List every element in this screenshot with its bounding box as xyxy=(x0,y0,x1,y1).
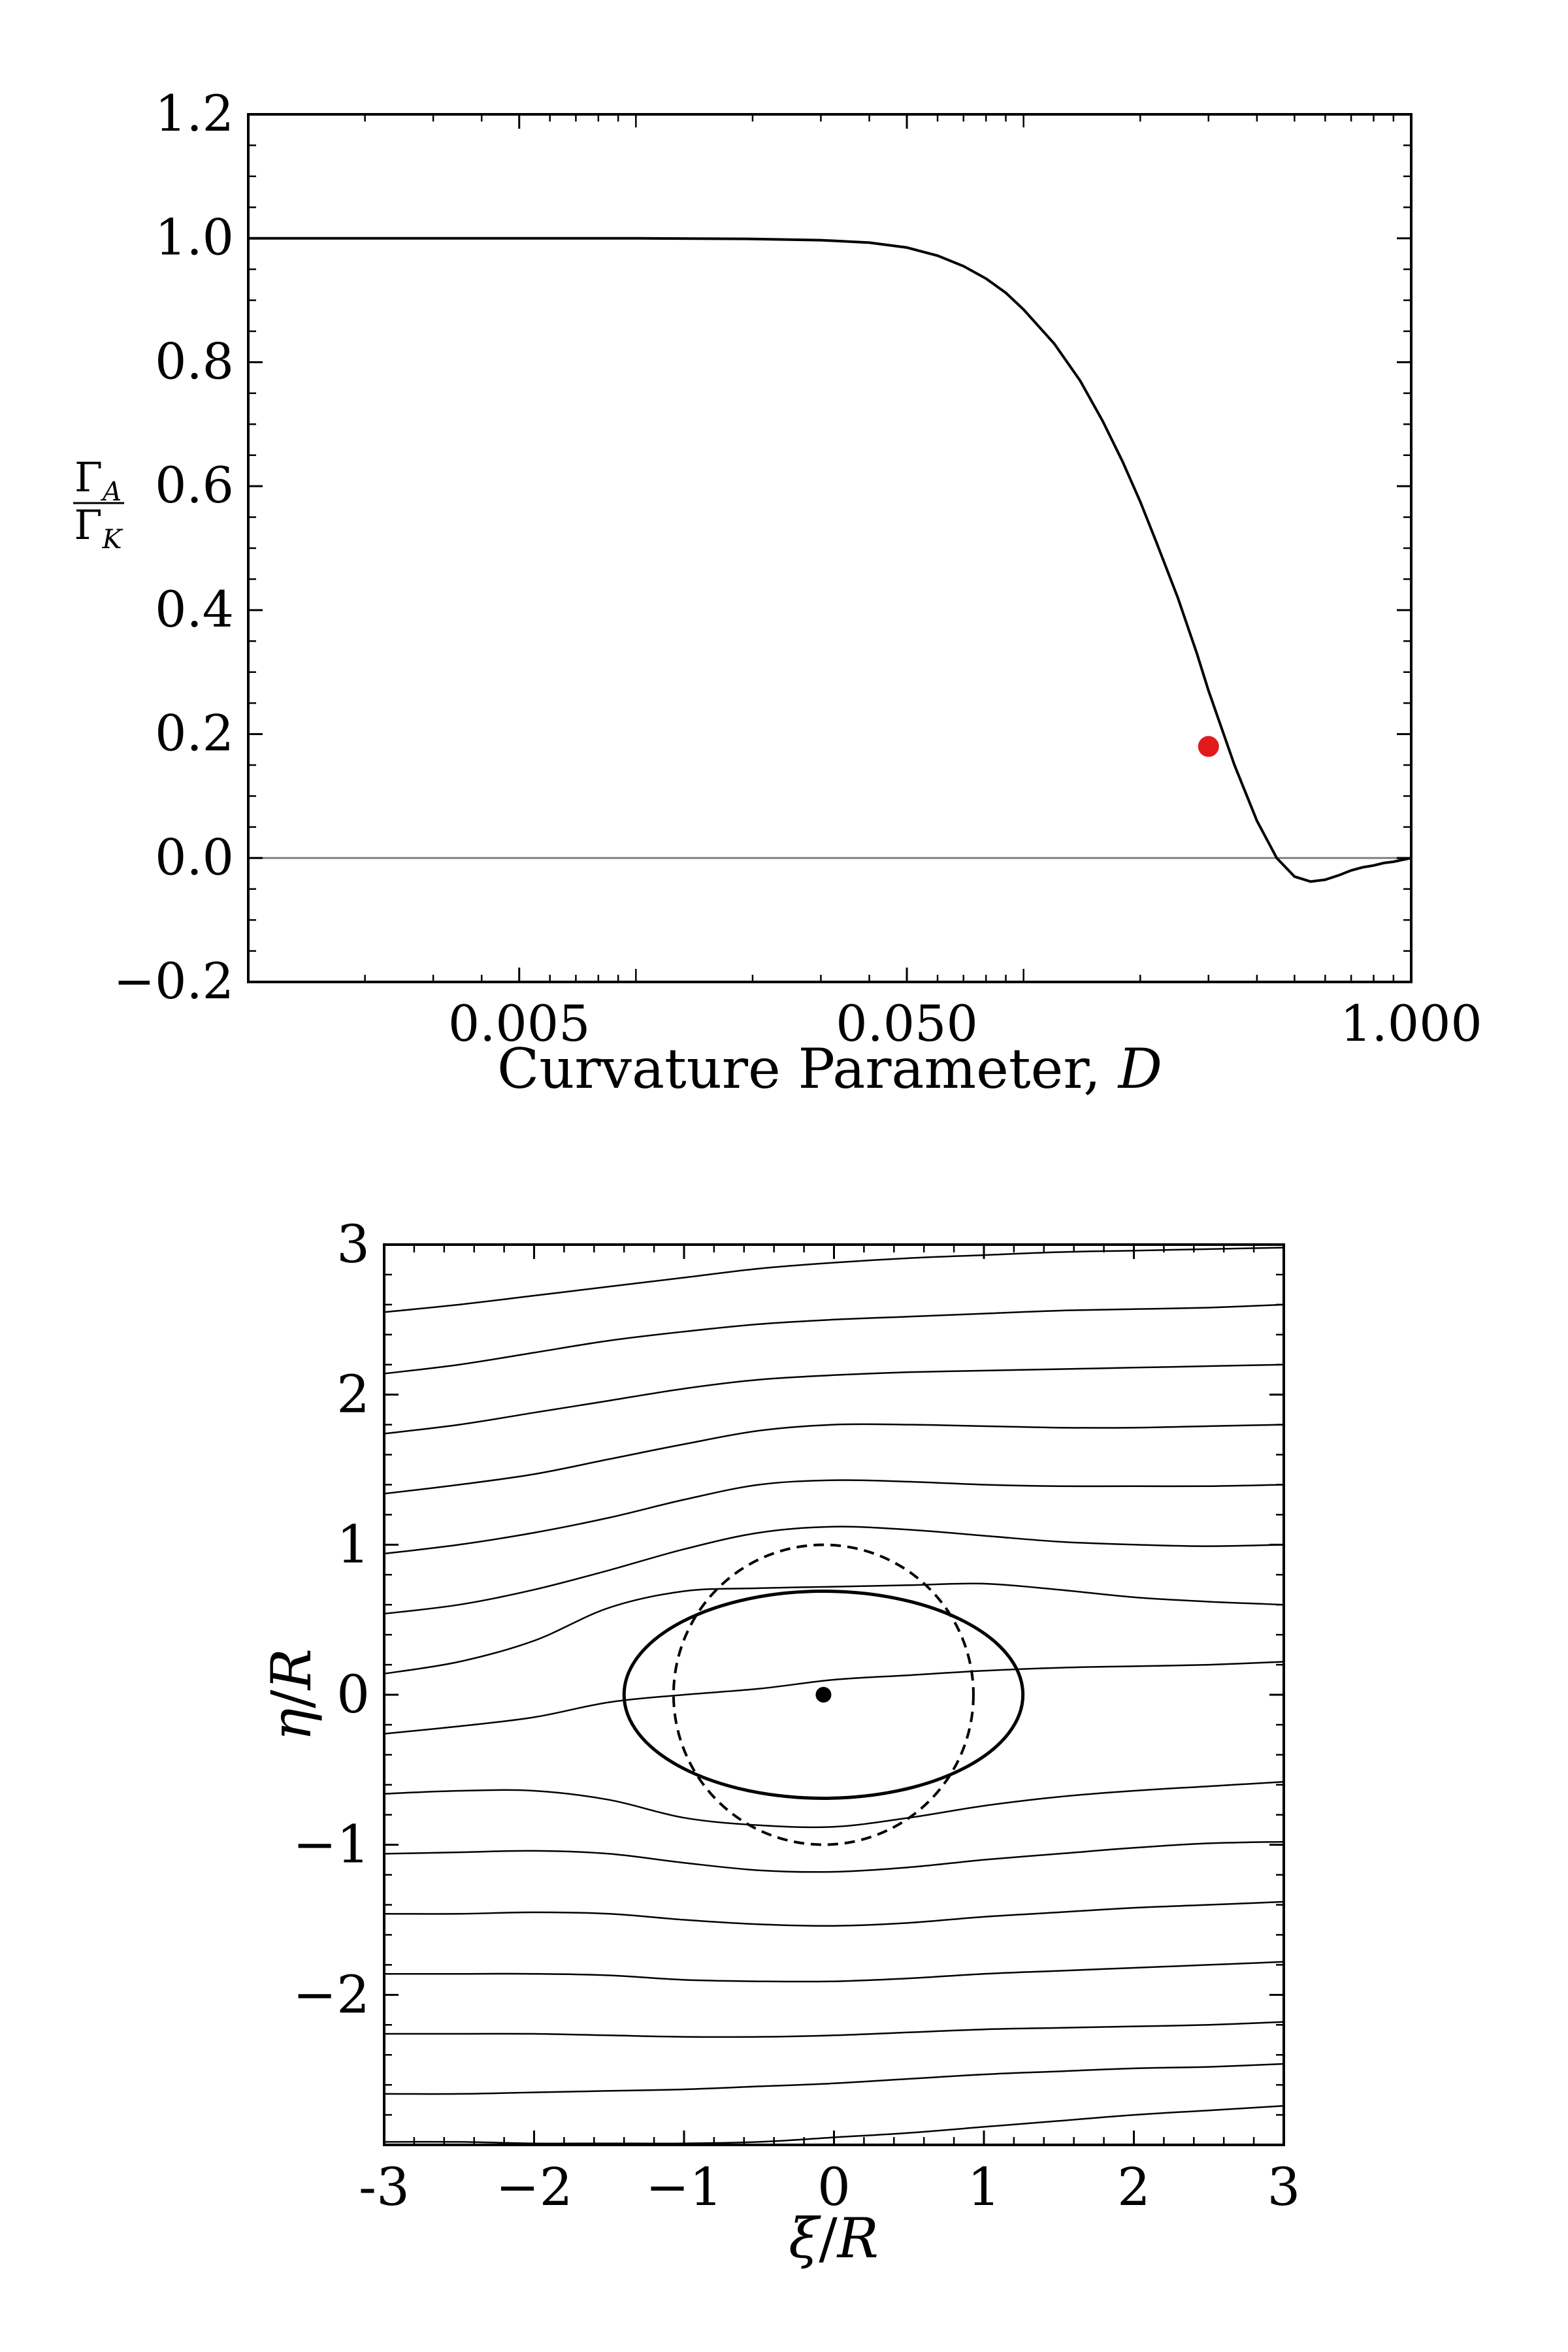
x-axis-label: Curvature Parameter, D xyxy=(497,1037,1162,1101)
streamline xyxy=(384,1840,1284,1873)
gamma-ratio-curve xyxy=(248,237,1411,883)
axis-ticks xyxy=(247,113,1413,983)
y-tick-label: 1.0 xyxy=(155,208,234,267)
y-tick-label: 0.4 xyxy=(155,580,234,638)
y-tick-label: 0.8 xyxy=(155,332,234,390)
y-tick-label: 1 xyxy=(336,1514,370,1575)
y-tick-label: −0.2 xyxy=(113,952,234,1010)
x-axis-label: ξ/R xyxy=(789,2206,879,2270)
x-tick-label: 2 xyxy=(1117,2157,1151,2217)
svg-text:ΓK: ΓK xyxy=(74,501,123,555)
highlight-point xyxy=(1198,736,1219,757)
x-tick-label: 1.000 xyxy=(1340,994,1482,1053)
streamline xyxy=(384,1423,1284,1495)
plot-frame xyxy=(247,113,1413,983)
x-tick-labels: 0.005 0.050 1.000 xyxy=(448,994,1482,1053)
streamline xyxy=(384,1479,1284,1555)
streamline-plot: −2 −1 0 1 2 3 -3 −2 −1 0 1 2 3 ξ/R η/R xyxy=(259,1214,1300,2270)
streamline xyxy=(384,1780,1284,1829)
x-tick-label: 0 xyxy=(817,2157,851,2217)
axis-ticks xyxy=(383,1243,1285,2146)
svg-text:ΓA: ΓA xyxy=(74,453,122,507)
x-tick-labels: -3 −2 −1 0 1 2 3 xyxy=(359,2157,1300,2217)
streamline xyxy=(384,1526,1284,1615)
y-tick-label: 2 xyxy=(336,1364,370,1425)
y-axis-label: ΓA ΓK xyxy=(73,453,124,555)
x-tick-label: 1 xyxy=(968,2157,1001,2217)
streamline xyxy=(384,2021,1284,2038)
y-tick-labels: −2 −1 0 1 2 3 xyxy=(293,1214,370,2025)
curvature-plot: −0.2 0.0 0.2 0.4 0.6 0.8 1.0 1.2 0.005 0.050 1.00… xyxy=(73,84,1482,1101)
streamline xyxy=(384,1961,1284,1983)
y-tick-label: 0 xyxy=(336,1664,370,1725)
y-tick-label: −1 xyxy=(293,1814,370,1875)
y-tick-labels: −0.2 0.0 0.2 0.4 0.6 0.8 1.0 1.2 xyxy=(113,84,234,1010)
streamline xyxy=(384,1582,1284,1675)
y-tick-label: 0.2 xyxy=(155,704,234,762)
x-tick-label: −1 xyxy=(645,2157,723,2217)
y-tick-label: 0.0 xyxy=(155,828,234,886)
streamlines xyxy=(384,1247,1284,2145)
plot-frame xyxy=(383,1243,1285,2146)
streamline xyxy=(384,2063,1284,2095)
x-tick-label: 3 xyxy=(1267,2157,1301,2217)
body-ellipse xyxy=(622,1590,1025,1800)
y-tick-label: −2 xyxy=(293,1964,370,2025)
y-axis-label: η/R xyxy=(259,1648,323,1741)
x-tick-label: 0.050 xyxy=(836,994,978,1053)
streamline xyxy=(384,1303,1284,1375)
streamline xyxy=(384,1901,1284,1927)
x-tick-label: −2 xyxy=(496,2157,573,2217)
dashed-reference-circle xyxy=(672,1543,975,1846)
center-point xyxy=(815,1687,832,1703)
streamline xyxy=(384,1364,1284,1435)
y-tick-label: 1.2 xyxy=(155,84,234,142)
y-tick-label: 3 xyxy=(336,1214,370,1275)
streamline xyxy=(384,1661,1284,1735)
x-tick-label: 0.005 xyxy=(448,994,591,1053)
y-tick-label: 0.6 xyxy=(155,456,234,514)
x-tick-label: -3 xyxy=(359,2157,410,2217)
